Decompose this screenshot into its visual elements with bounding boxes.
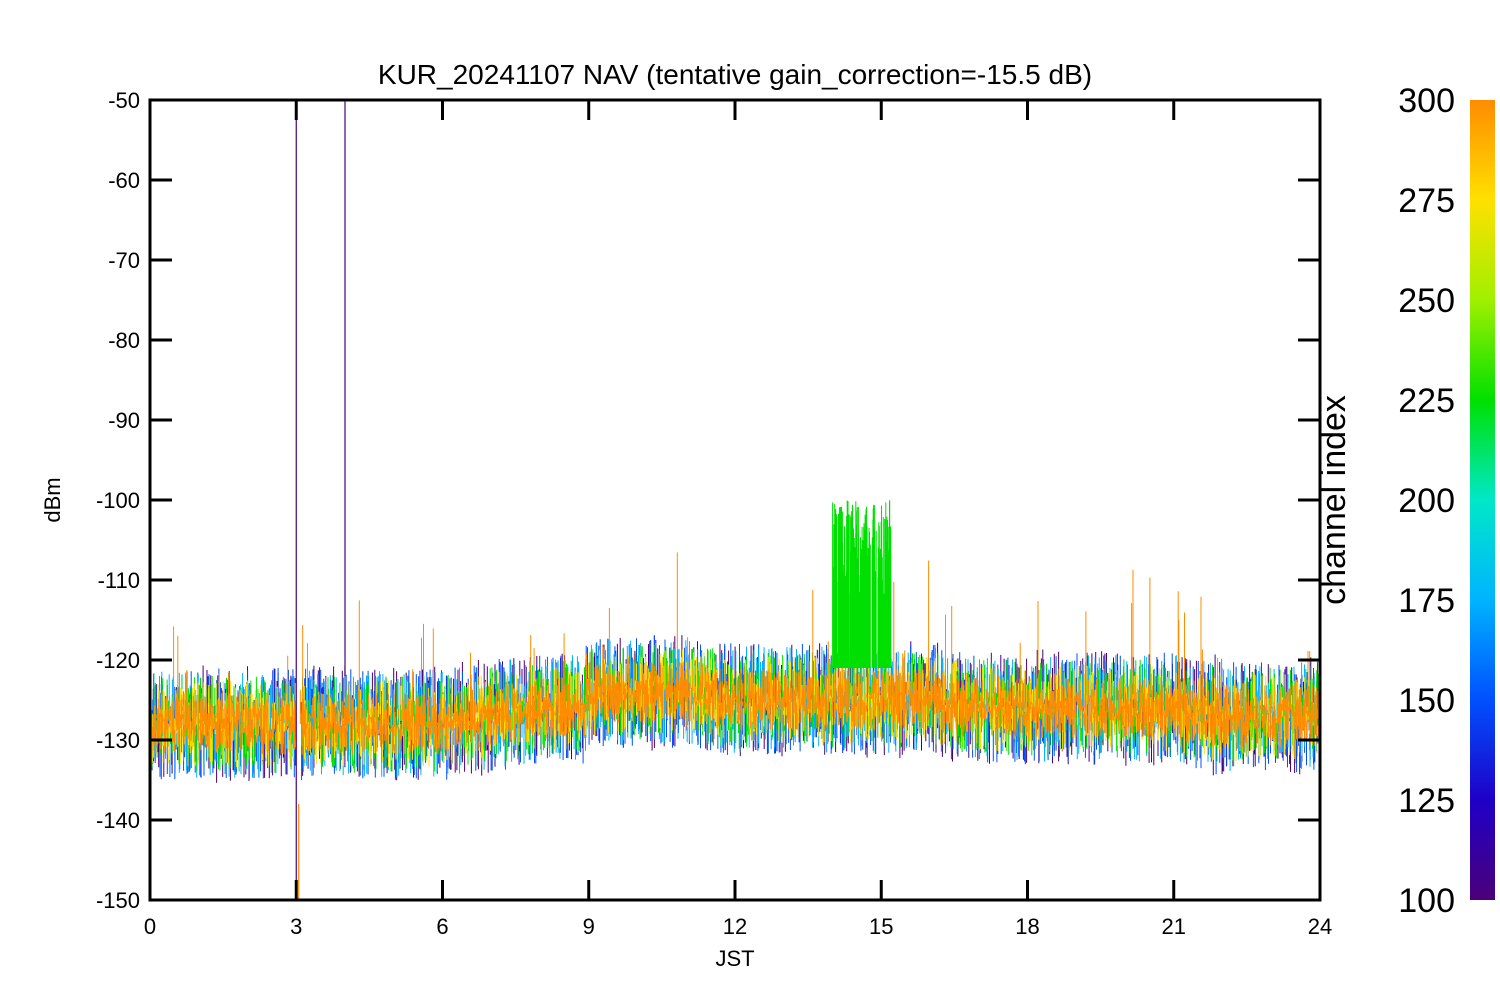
y-tick-label: -140 <box>96 808 140 833</box>
trace-burst-3 <box>832 500 892 668</box>
colorbar-tick-label: 225 <box>1398 382 1455 420</box>
y-tick-label: -150 <box>96 888 140 913</box>
y-tick-label: -100 <box>96 488 140 513</box>
colorbar-tick-label: 100 <box>1398 882 1455 920</box>
x-tick-label: 18 <box>1015 914 1039 939</box>
x-tick-label: 9 <box>583 914 595 939</box>
y-tick-label: -130 <box>96 728 140 753</box>
plot-data <box>149 100 1321 900</box>
trace-spikes <box>173 552 1311 724</box>
colorbar-tick-label: 175 <box>1398 582 1455 620</box>
colorbar-tick-label: 250 <box>1398 282 1455 320</box>
y-tick-label: -80 <box>108 328 140 353</box>
y-tick-label: -70 <box>108 248 140 273</box>
x-tick-label: 6 <box>436 914 448 939</box>
y-tick-label: -60 <box>108 168 140 193</box>
axis-ticks: 0 3 6 9 12 15 18 21 24 -50 -60 -70 -80 -90 -100 -110 -12… <box>96 88 1332 939</box>
x-tick-label: 3 <box>290 914 302 939</box>
x-tick-label: 24 <box>1308 914 1332 939</box>
colorbar <box>1470 100 1495 900</box>
colorbar-ticks: 300 275 250 225 200 175 150 125 100 <box>1398 82 1455 920</box>
chart-title: KUR_20241107 NAV (tentative gain_correct… <box>378 59 1092 90</box>
colorbar-tick-label: 125 <box>1398 782 1455 820</box>
y-tick-label: -120 <box>96 648 140 673</box>
colorbar-tick-label: 200 <box>1398 482 1455 520</box>
x-tick-label: 12 <box>723 914 747 939</box>
y-tick-label: -50 <box>108 88 140 113</box>
x-tick-label: 21 <box>1162 914 1186 939</box>
x-tick-label: 15 <box>869 914 893 939</box>
colorbar-label: channel index <box>1315 395 1353 605</box>
colorbar-tick-label: 300 <box>1398 82 1455 120</box>
x-axis-label: JST <box>715 946 754 971</box>
y-tick-label: -110 <box>98 568 140 593</box>
y-axis-label: dBm <box>40 477 65 522</box>
plot-frame <box>148 98 1322 902</box>
x-tick-label: 0 <box>144 914 156 939</box>
colorbar-tick-label: 150 <box>1398 682 1455 720</box>
colorbar-tick-label: 275 <box>1398 182 1455 220</box>
y-tick-label: -90 <box>108 408 140 433</box>
